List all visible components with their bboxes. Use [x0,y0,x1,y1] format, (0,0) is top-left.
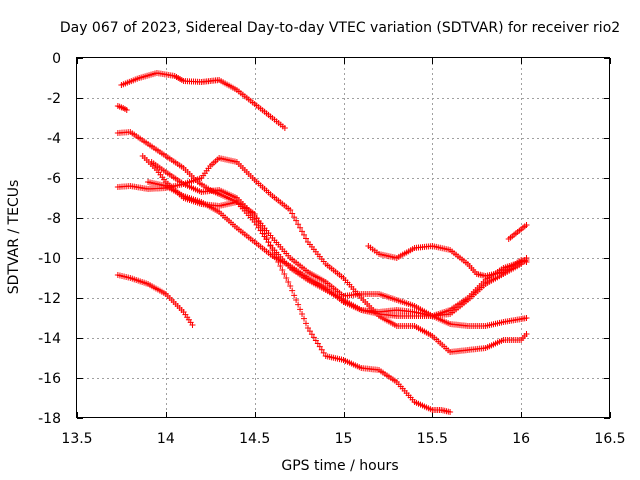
x-axis-label: GPS time / hours [281,458,398,474]
y-tick-label: -6 [47,171,61,187]
y-tick-label: -8 [47,211,61,227]
data-point [301,315,308,322]
x-tick-label: 13.5 [61,431,92,447]
axis-ticks [77,58,611,419]
data-point [287,207,294,213]
x-tick-label: 15 [335,431,353,447]
data-point [299,311,306,317]
data-point [299,228,306,235]
data-point [316,343,323,350]
data-point [302,235,309,242]
series-arc4 [114,155,530,355]
data-point [306,328,313,335]
y-axis-label: SDTVAR / TECUs [6,180,22,295]
data-point [291,214,298,221]
data-point [312,337,319,344]
y-tick-label: -12 [38,291,61,307]
series-arc6 [139,153,454,415]
data-point [318,346,325,353]
x-tick-label: 16 [512,431,530,447]
y-tick-label: -4 [47,131,61,147]
data-point [523,222,530,228]
data-point [308,331,315,338]
series-arc2 [114,103,130,113]
y-tick-label: -16 [38,371,61,387]
x-tick-label: 15.5 [417,431,448,447]
y-tick-label: -2 [47,91,61,107]
data-point [447,409,454,415]
y-tick-label: -14 [38,331,61,347]
series-arc5 [114,272,196,328]
data-point [279,267,286,273]
data-point [293,297,300,303]
data-point [302,320,309,327]
data-point [301,231,308,238]
gridlines [77,58,610,418]
plot-frame [76,57,610,418]
series-arc10 [505,222,530,242]
x-tick-labels: 13.5 14 14.5 15 15.5 16 16.5 [61,431,625,447]
data-point [189,322,196,328]
data-point [263,235,270,241]
data-point [314,340,321,347]
data-point [261,231,268,237]
y-tick-labels: 0 -2 -4 -6 -8 -10 -12 -14 -16 -18 [38,51,61,427]
data-point [293,217,300,224]
data-point [523,315,530,321]
data-point [297,306,304,313]
data-series [114,70,530,415]
data-point [320,349,327,356]
y-tick-label: -10 [38,251,61,267]
data-point [523,259,530,265]
data-point [281,271,288,277]
series-arc1 [118,70,288,131]
data-point [289,287,296,294]
data-point [295,221,302,228]
data-point [304,325,311,331]
data-point [283,275,290,281]
data-point [310,334,317,341]
data-point [269,247,276,253]
data-point [281,125,288,131]
chart-title: Day 067 of 2023, Sidereal Day-to-day VTE… [60,20,620,36]
series-arc9 [365,243,530,279]
data-point [523,331,530,337]
data-point [123,107,130,113]
data-point [277,263,284,269]
data-point [291,292,298,299]
x-tick-label: 14 [157,431,175,447]
x-tick-label: 14.5 [239,431,270,447]
data-point [285,279,292,285]
data-point [297,224,304,231]
data-point [289,210,296,217]
data-point [295,301,302,308]
data-point [265,239,272,245]
x-tick-label: 16.5 [594,431,625,447]
data-point [287,283,294,289]
y-tick-label: -18 [38,411,61,427]
data-point [267,243,274,249]
y-tick-label: 0 [52,51,61,67]
